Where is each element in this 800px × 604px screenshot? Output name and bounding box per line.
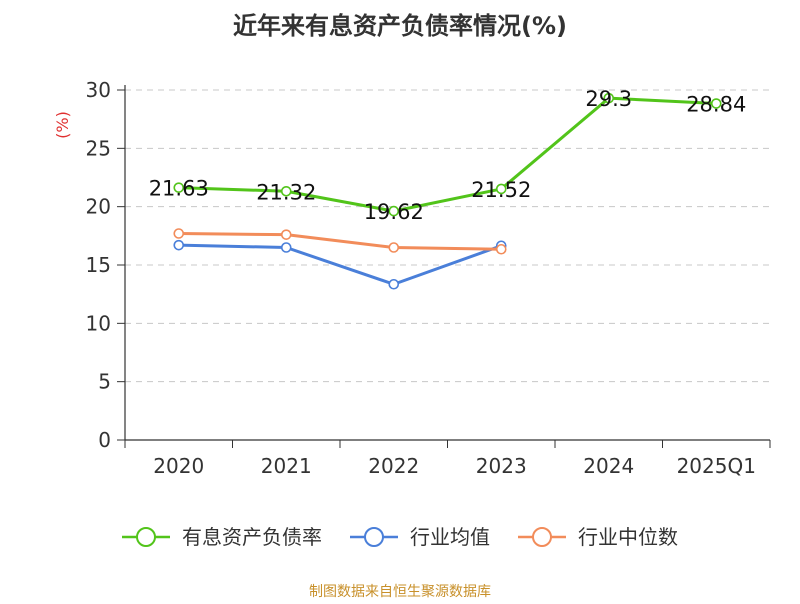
x-tick-label: 2021 [261, 454, 312, 478]
y-axis-label: (%) [53, 111, 72, 139]
data-point [173, 239, 185, 251]
data-label: 19.62 [364, 200, 424, 224]
data-point [603, 92, 615, 104]
data-labels: 21.63 21.32 19.62 21.52 29.3 28.84 [149, 87, 747, 224]
data-point [280, 242, 292, 253]
series-lines [173, 92, 722, 290]
data-point [388, 205, 400, 217]
source-note: 制图数据来自恒生聚源数据库 [309, 584, 491, 600]
series-line [177, 243, 503, 286]
y-tick-label: 0 [98, 428, 111, 452]
x-tick-label: 2024 [583, 454, 634, 478]
axes: 0 5 10 15 20 25 30 2020 2021 2022 2023 2024 2025Q1 [86, 78, 771, 478]
legend-swatch-marker [364, 527, 384, 547]
legend-swatch-marker [532, 527, 552, 547]
legend-swatch-marker [136, 527, 156, 547]
data-point [388, 278, 400, 290]
data-point [495, 183, 507, 195]
legend: 有息资产负债率 行业均值 行业中位数 [122, 525, 678, 549]
x-tick-label: 2020 [153, 454, 204, 478]
data-point [173, 228, 185, 239]
grid-lines [125, 89, 770, 383]
data-point [280, 185, 292, 197]
data-label: 21.32 [256, 180, 316, 204]
x-tick-label: 2025Q1 [677, 454, 756, 478]
data-label: 28.84 [686, 93, 746, 117]
data-point [388, 242, 400, 253]
y-tick-label: 30 [86, 78, 111, 102]
data-label: 29.3 [585, 87, 632, 111]
data-point [173, 182, 185, 193]
x-tick-label: 2023 [476, 454, 527, 478]
legend-label: 行业均值 [410, 525, 490, 549]
data-point [710, 98, 722, 109]
y-tick-label: 20 [86, 195, 111, 219]
data-point [280, 229, 292, 240]
y-tick-label: 25 [86, 136, 111, 160]
y-tick-label: 15 [86, 253, 111, 277]
y-tick-label: 10 [86, 311, 111, 335]
series-line [177, 96, 718, 213]
legend-label: 有息资产负债率 [182, 525, 322, 549]
data-label: 21.52 [471, 178, 531, 202]
legend-label: 行业中位数 [578, 525, 678, 549]
x-tick-label: 2022 [368, 454, 419, 478]
data-point [495, 243, 507, 255]
chart-title: 近年来有息资产负债率情况(%) [233, 12, 567, 40]
data-label: 21.63 [149, 177, 209, 201]
y-tick-label: 5 [98, 370, 111, 394]
series-line [177, 232, 503, 251]
